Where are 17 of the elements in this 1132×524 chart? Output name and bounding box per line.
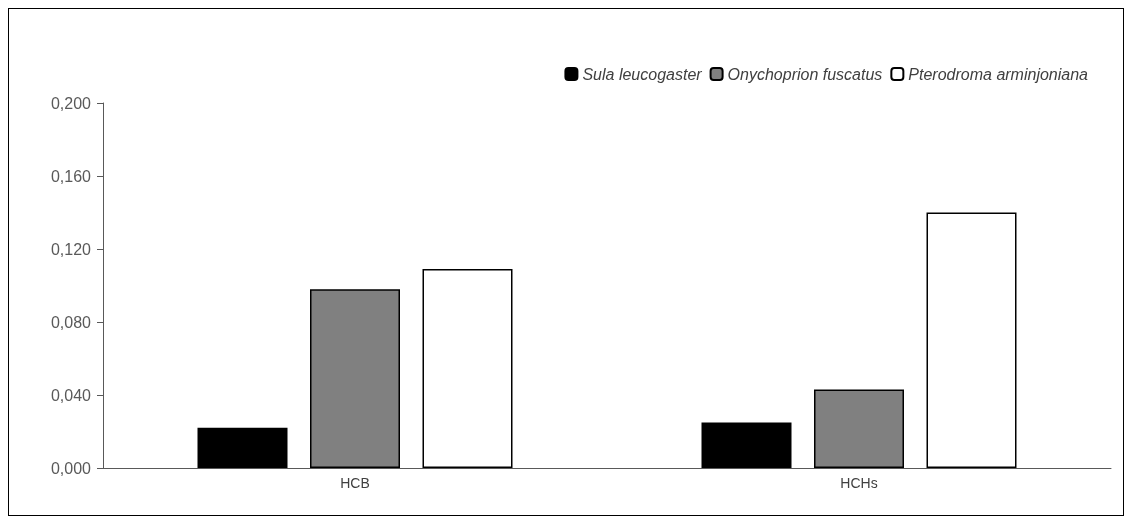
y-tick-label: 0,160 bbox=[50, 167, 92, 185]
legend-label: Pterodroma arminjoniana bbox=[908, 65, 1089, 83]
y-tick-label: 0,040 bbox=[50, 386, 92, 404]
bar bbox=[422, 269, 513, 468]
legend-label: Onychoprion fuscatus bbox=[727, 65, 883, 83]
bar bbox=[701, 422, 792, 468]
bar bbox=[926, 212, 1017, 468]
x-tick-label: HCB bbox=[340, 475, 370, 491]
bar bbox=[197, 427, 288, 468]
bar bbox=[310, 289, 400, 468]
y-tick-label: 0,080 bbox=[50, 313, 92, 331]
bar bbox=[814, 389, 904, 468]
y-tick-label: 0,200 bbox=[50, 94, 92, 112]
x-tick-label: HCHs bbox=[840, 475, 878, 491]
y-tick-label: 0,120 bbox=[50, 240, 92, 258]
legend-label: Sula leucogaster bbox=[582, 65, 703, 83]
y-tick-label: 0,000 bbox=[50, 459, 92, 477]
